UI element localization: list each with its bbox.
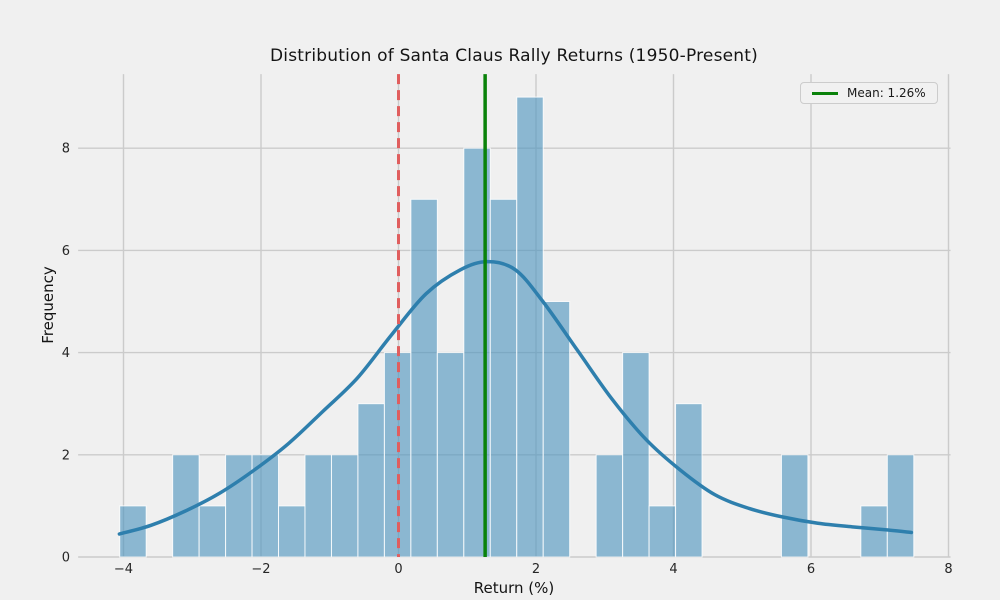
y-tick-label: 2 bbox=[62, 448, 70, 463]
x-tick-label: −2 bbox=[251, 562, 270, 577]
x-axis-label: Return (%) bbox=[473, 579, 555, 597]
histogram-bar bbox=[410, 198, 438, 558]
histogram-bar bbox=[225, 454, 253, 558]
histogram-bar bbox=[357, 403, 385, 558]
histogram-bar bbox=[886, 454, 915, 558]
kde-curve bbox=[117, 259, 914, 536]
histogram-bar bbox=[860, 505, 888, 558]
y-tick-label: 6 bbox=[62, 244, 70, 259]
mean-line-swatch-icon bbox=[812, 91, 838, 95]
x-tick-label: 4 bbox=[669, 562, 677, 577]
histogram-bar bbox=[198, 505, 227, 558]
y-axis-label: Frequency bbox=[39, 266, 57, 344]
x-tick-label: −4 bbox=[114, 562, 133, 577]
x-tick-label: 2 bbox=[532, 562, 540, 577]
histogram-bar bbox=[780, 454, 809, 558]
histogram-bar bbox=[489, 198, 518, 558]
histogram-bar bbox=[595, 454, 624, 558]
histogram-bar bbox=[675, 403, 703, 558]
histogram-bar bbox=[516, 96, 544, 558]
histogram-bar bbox=[278, 505, 306, 558]
histogram-bar bbox=[542, 301, 571, 558]
histogram-bar bbox=[436, 352, 465, 558]
histogram-bar bbox=[251, 454, 280, 558]
histogram-bar bbox=[304, 454, 332, 558]
y-tick-label: 4 bbox=[62, 346, 70, 361]
x-tick-label: 8 bbox=[944, 562, 952, 577]
legend-label: Mean: 1.26% bbox=[847, 86, 926, 100]
x-tick-label: 0 bbox=[394, 562, 402, 577]
y-tick-label: 0 bbox=[62, 551, 70, 566]
histogram-bar bbox=[330, 454, 359, 558]
chart-title: Distribution of Santa Claus Rally Return… bbox=[270, 46, 758, 66]
legend: Mean: 1.26% bbox=[800, 82, 938, 104]
histogram-bar bbox=[622, 352, 650, 558]
histogram-bar bbox=[648, 505, 677, 558]
y-tick-label: 8 bbox=[62, 142, 70, 157]
x-tick-label: 6 bbox=[807, 562, 815, 577]
